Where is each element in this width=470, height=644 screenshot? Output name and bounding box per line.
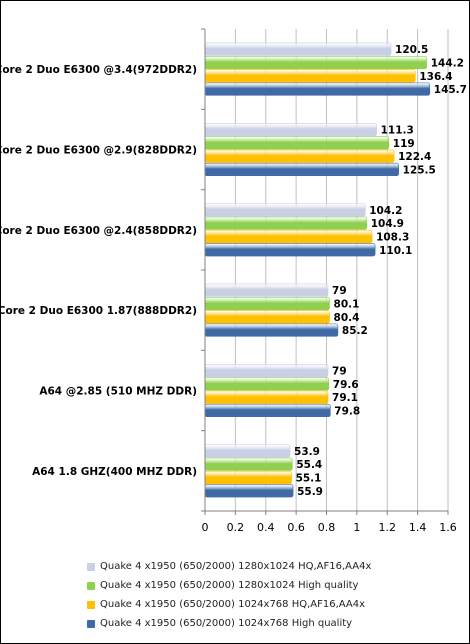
bar <box>204 484 294 498</box>
bar <box>204 403 331 418</box>
data-label: 55.1 <box>296 472 322 484</box>
category-label: Core 2 Duo E6300 1.87(888DDR2) <box>1 305 197 317</box>
data-label: 125.5 <box>403 164 436 176</box>
data-label: 55.9 <box>297 486 323 498</box>
legend-swatch <box>87 619 95 628</box>
category-label: Core 2 Duo E6300 @2.4(858DDR2) <box>1 225 197 237</box>
data-label: 79 <box>332 366 347 378</box>
bar <box>204 283 329 297</box>
data-label: 108.3 <box>376 231 409 243</box>
bar <box>204 323 339 337</box>
data-label: 80.1 <box>334 299 360 311</box>
x-tick-label: 0 <box>202 521 209 534</box>
x-tick-label: 1 <box>353 521 360 534</box>
legend-label: Quake 4 x1950 (650/2000) 1024x768 High q… <box>100 618 353 629</box>
bar <box>204 162 399 176</box>
bar <box>204 377 330 391</box>
legend-item: Quake 4 x1950 (650/2000) 1280x1024 HQ,AF… <box>87 557 467 576</box>
x-tick-label: 0.4 <box>257 521 275 534</box>
data-label: 104.9 <box>371 218 404 230</box>
axes: 0 0.2 0.4 0.6 0.8 1 1.2 1.4 1.6 <box>201 28 457 534</box>
bar <box>204 457 293 471</box>
bar <box>204 82 431 96</box>
category-label: A64 @2.85 (510 MHZ DDR) <box>39 386 197 398</box>
data-label: 85.2 <box>342 325 368 337</box>
bar <box>204 390 329 404</box>
x-tick-label: 0.2 <box>227 521 245 534</box>
data-label: 79.8 <box>334 405 360 417</box>
legend-label: Quake 4 x1950 (650/2000) 1280x1024 High … <box>100 580 359 591</box>
data-label: 120.5 <box>395 44 428 56</box>
bar <box>204 216 368 230</box>
bar <box>204 55 428 70</box>
data-label: 122.4 <box>398 151 431 163</box>
bars <box>204 42 431 498</box>
data-label: 55.4 <box>296 459 322 471</box>
grid-lines <box>204 29 449 511</box>
x-tick-label: 1.4 <box>409 521 427 534</box>
bar <box>204 310 330 324</box>
bar <box>204 69 416 83</box>
bar <box>204 149 395 163</box>
bar <box>204 363 329 378</box>
data-label: 119 <box>393 138 415 150</box>
bar <box>204 444 291 458</box>
data-label: 80.4 <box>334 312 360 324</box>
data-label: 79.6 <box>333 379 359 391</box>
legend-swatch <box>87 581 95 590</box>
legend-label: Quake 4 x1950 (650/2000) 1024x768 HQ,AF1… <box>100 599 366 610</box>
bar <box>204 229 373 244</box>
data-label: 79 <box>332 285 347 297</box>
data-label: 145.7 <box>434 84 467 96</box>
legend-swatch <box>87 562 95 571</box>
bar <box>204 470 292 485</box>
legend-item: Quake 4 x1950 (650/2000) 1024x768 HQ,AF1… <box>87 595 467 614</box>
data-label: 136.4 <box>419 71 452 83</box>
data-label: 53.9 <box>294 446 320 458</box>
bar <box>204 42 392 56</box>
x-tick-label: 1.6 <box>439 521 457 534</box>
x-tick-label: 1.2 <box>379 521 397 534</box>
data-label: 79.1 <box>332 392 358 404</box>
legend-label: Quake 4 x1950 (650/2000) 1280x1024 HQ,AF… <box>100 561 372 572</box>
data-label: 111.3 <box>381 125 414 137</box>
bar <box>204 123 377 137</box>
category-label: A64 1.8 GHZ(400 MHZ DDR) <box>32 466 197 478</box>
legend-swatch <box>87 600 95 609</box>
legend-item: Quake 4 x1950 (650/2000) 1280x1024 High … <box>87 576 467 595</box>
data-label: 104.2 <box>369 205 402 217</box>
data-label: 144.2 <box>431 58 464 70</box>
bar <box>204 203 366 217</box>
bar <box>204 243 376 257</box>
bar <box>204 296 330 311</box>
legend: Quake 4 x1950 (650/2000) 1280x1024 HQ,AF… <box>87 557 467 633</box>
legend-item: Quake 4 x1950 (650/2000) 1024x768 High q… <box>87 614 467 633</box>
category-label: Core 2 Duo E6300 @2.9(828DDR2) <box>1 145 197 157</box>
category-label: Core 2 Duo E6300 @3.4(972DDR2) <box>1 64 197 76</box>
x-tick-label: 0.6 <box>287 521 305 534</box>
data-label: 110.1 <box>379 245 412 257</box>
x-tick-label: 0.8 <box>318 521 336 534</box>
bar <box>204 136 390 150</box>
